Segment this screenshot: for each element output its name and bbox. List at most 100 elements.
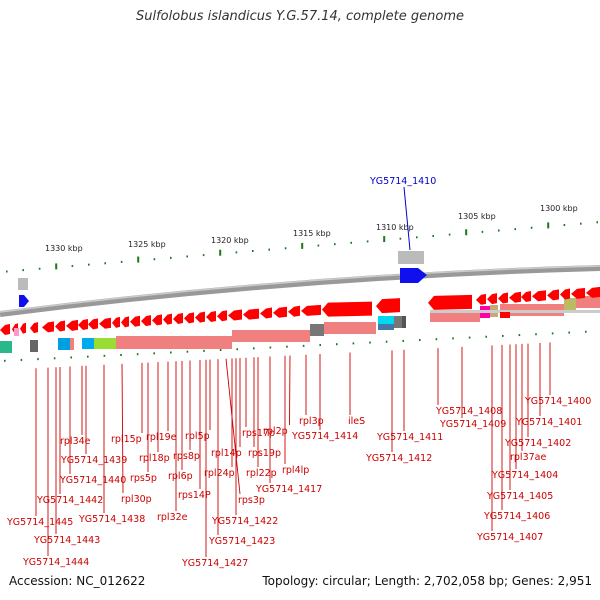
scale-tick [580,222,582,225]
gene-label: rps14P [178,490,211,501]
scale-tick [336,343,338,346]
reverse-gene-arrow [288,305,300,317]
feature-track-block [576,296,600,308]
reverse-gene-arrow [55,320,65,332]
scale-tick [55,263,58,270]
feature-track-block [324,322,376,334]
scale-label: 1330 kbp [45,244,83,253]
scale-tick [269,346,272,349]
scale-tick [530,226,533,229]
scale-tick [103,354,106,357]
gene-label: YG5714_1443 [33,535,100,546]
reverse-gene-arrow [99,317,111,329]
scale-tick [498,229,500,232]
scale-tick [502,334,504,337]
scale-tick [535,333,537,336]
gene-label: rps17p [242,428,275,439]
feature-track-block [94,338,116,349]
reverse-gene-arrow [20,322,26,334]
scale-tick [284,247,287,250]
feature-tracks [0,296,600,353]
gene-label: rpl37ae [510,452,546,463]
scale-tick [432,234,434,237]
reverse-gene-arrow [521,291,531,303]
scale-tick [402,339,404,342]
gene-label: rpl30p [121,494,152,505]
scale-tick [22,269,24,272]
scale-tick [6,270,8,273]
scale-tick [385,340,388,343]
feature-track-block [564,298,576,310]
gene-label: YG5714_1409 [439,419,506,430]
reverse-gene-arrow [560,288,570,300]
scale-tick [87,355,89,358]
gene-label: rpl4lp [282,465,309,476]
reverse-gene-arrow [88,318,98,330]
scale-tick [448,233,451,236]
gene-block [402,316,406,328]
gene-label: rpl32e [157,512,188,523]
scale-tick [568,331,570,334]
scale-tick [153,352,155,355]
scale-tick [319,344,321,347]
map-title: Sulfolobus islandicus Y.G.57.14, complet… [136,9,464,24]
reverse-strand-genes [0,286,600,336]
scale-tick [551,332,554,335]
reverse-gene-arrow [78,319,88,331]
gene-label: YG5714_1408 [435,406,502,417]
forward-gene-box [398,251,424,264]
scale-tick [153,258,156,261]
scale-tick [419,339,421,342]
forward-gene-arrow [19,295,29,307]
gene-label: rps8p [173,451,200,462]
gene-label: YG5714_1401 [515,417,582,428]
feature-track-block [310,324,324,336]
feature-track-block [116,336,232,349]
gene-label: rps3p [238,495,265,506]
scale-label: 1300 kbp [540,204,578,213]
leader-line [121,363,124,494]
leader-line [289,355,291,426]
gene-label: rpl24p [204,468,235,479]
gene-label: YG5714_1422 [211,516,278,527]
reverse-gene-arrow [173,313,183,325]
scale-tick [219,249,222,256]
scale-tick [253,347,255,350]
gene-label: rpl34e [60,436,91,447]
scale-tick [485,335,487,338]
gene-label: rpl3p [299,416,324,427]
gene-label: rps5p [130,473,157,484]
leader-line [225,358,241,495]
scale-tick [70,356,72,359]
gene-label: YG5714_1414 [291,431,358,442]
reverse-gene-arrow [30,322,38,334]
scale-tick [202,254,205,257]
forward-strand-genes [18,251,427,307]
feature-track-block [232,330,310,342]
scale-tick [203,349,205,352]
feature-track-block [58,338,70,350]
scale-label: 1310 kbp [376,223,414,232]
scale-labels: 1330 kbp 1325 kbp 1320 kbp 1315 kbp 1310 kbp… [45,204,578,253]
leader-line [403,186,411,251]
gene-label: YG5714_1406 [483,511,550,522]
genome-backbone [0,265,600,317]
reverse-gene-arrow [243,308,259,320]
gene-label: YG5714_1445 [6,517,73,528]
gene-label: YG5714_1438 [78,514,145,525]
reverse-gene-arrow [260,307,272,319]
scale-tick [481,230,484,233]
gene-labels: YG5714_1410 YG5714_1400 YG5714_1401 YG5714_… [6,176,591,569]
scale-tick [53,357,56,360]
scale-tick [38,267,41,270]
scale-tick [301,242,304,249]
scale-tick [563,224,566,227]
genome-summary-text: Topology: circular; Length: 2,702,058 bp… [262,574,592,588]
reverse-gene-arrow [112,316,120,328]
scale-tick [383,236,386,243]
reverse-gene-arrow [152,314,162,326]
forward-gene-box [18,278,28,290]
scale-tick [20,358,23,361]
scale-tick [186,350,189,353]
